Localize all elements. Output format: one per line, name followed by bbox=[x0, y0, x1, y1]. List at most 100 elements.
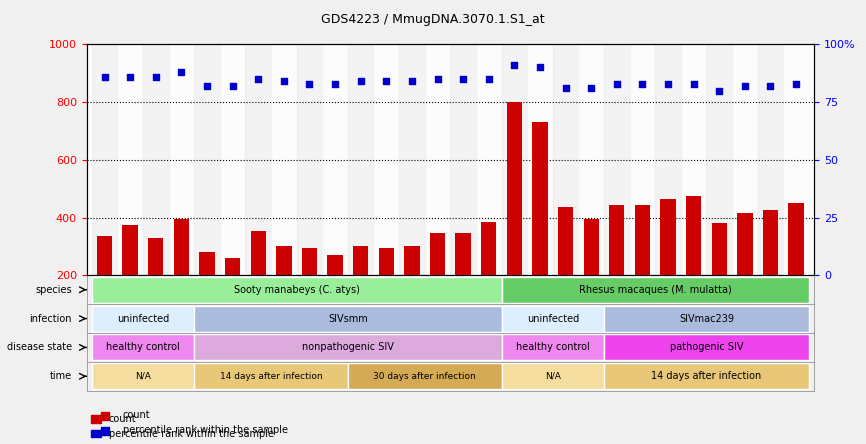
Text: 14 days after infection: 14 days after infection bbox=[651, 371, 761, 381]
Point bbox=[559, 85, 572, 92]
FancyBboxPatch shape bbox=[604, 305, 809, 332]
Bar bbox=[199, 252, 215, 333]
Bar bbox=[327, 255, 343, 333]
Text: 14 days after infection: 14 days after infection bbox=[220, 372, 322, 381]
Text: healthy control: healthy control bbox=[106, 342, 180, 353]
Text: time: time bbox=[50, 371, 72, 381]
Point bbox=[277, 78, 291, 85]
Bar bbox=[276, 246, 292, 333]
Text: pathogenic SIV: pathogenic SIV bbox=[669, 342, 743, 353]
Bar bbox=[456, 234, 471, 333]
Bar bbox=[481, 222, 496, 333]
FancyBboxPatch shape bbox=[92, 334, 194, 361]
Point bbox=[764, 83, 778, 90]
FancyBboxPatch shape bbox=[194, 334, 501, 361]
Bar bbox=[707, 44, 732, 275]
Bar bbox=[712, 223, 727, 333]
Point bbox=[507, 62, 521, 69]
Bar bbox=[501, 44, 527, 275]
Bar bbox=[424, 44, 450, 275]
Bar bbox=[225, 258, 240, 333]
FancyBboxPatch shape bbox=[501, 277, 809, 303]
Bar bbox=[194, 44, 220, 275]
FancyBboxPatch shape bbox=[501, 363, 604, 389]
Bar bbox=[788, 203, 804, 333]
Bar bbox=[220, 44, 245, 275]
Bar bbox=[245, 44, 271, 275]
Point bbox=[226, 83, 240, 90]
Text: GDS4223 / MmugDNA.3070.1.S1_at: GDS4223 / MmugDNA.3070.1.S1_at bbox=[321, 13, 545, 26]
FancyBboxPatch shape bbox=[348, 363, 501, 389]
FancyBboxPatch shape bbox=[194, 363, 348, 389]
Bar bbox=[507, 102, 522, 333]
FancyBboxPatch shape bbox=[92, 305, 194, 332]
Bar bbox=[784, 44, 809, 275]
Text: Sooty manabeys (C. atys): Sooty manabeys (C. atys) bbox=[234, 285, 359, 295]
Text: disease state: disease state bbox=[7, 342, 72, 353]
Bar bbox=[476, 44, 501, 275]
Bar bbox=[732, 44, 758, 275]
Bar bbox=[353, 246, 368, 333]
Point bbox=[149, 73, 163, 80]
Point bbox=[328, 80, 342, 87]
Point bbox=[379, 78, 393, 85]
Bar bbox=[250, 230, 266, 333]
FancyBboxPatch shape bbox=[92, 363, 194, 389]
Point bbox=[585, 85, 598, 92]
Bar bbox=[763, 210, 779, 333]
Bar bbox=[348, 44, 373, 275]
Text: 30 days after infection: 30 days after infection bbox=[373, 372, 476, 381]
Point bbox=[302, 80, 316, 87]
Bar bbox=[681, 44, 707, 275]
Bar bbox=[553, 44, 578, 275]
Point bbox=[353, 78, 367, 85]
Point bbox=[636, 80, 650, 87]
Point bbox=[123, 73, 137, 80]
FancyBboxPatch shape bbox=[604, 334, 809, 361]
Bar bbox=[584, 219, 599, 333]
Point bbox=[174, 68, 188, 75]
Text: N/A: N/A bbox=[135, 372, 151, 381]
Bar bbox=[97, 236, 113, 333]
Text: nonpathogenic SIV: nonpathogenic SIV bbox=[302, 342, 394, 353]
Point bbox=[405, 78, 419, 85]
FancyBboxPatch shape bbox=[501, 334, 604, 361]
Point bbox=[481, 75, 495, 83]
Bar bbox=[117, 44, 143, 275]
Bar bbox=[122, 225, 138, 333]
Point bbox=[456, 75, 470, 83]
Bar bbox=[399, 44, 424, 275]
Text: infection: infection bbox=[29, 313, 72, 324]
Text: uninfected: uninfected bbox=[117, 313, 169, 324]
FancyBboxPatch shape bbox=[194, 305, 501, 332]
Bar bbox=[301, 248, 317, 333]
Text: uninfected: uninfected bbox=[527, 313, 578, 324]
Legend: count, percentile rank within the sample: count, percentile rank within the sample bbox=[92, 414, 274, 439]
Bar bbox=[630, 44, 656, 275]
Point bbox=[713, 87, 727, 94]
Text: SIVsmm: SIVsmm bbox=[328, 313, 368, 324]
Bar bbox=[450, 44, 476, 275]
Bar bbox=[271, 44, 297, 275]
Point bbox=[430, 75, 444, 83]
Bar bbox=[169, 44, 194, 275]
Bar bbox=[656, 44, 681, 275]
Bar bbox=[558, 207, 573, 333]
Bar bbox=[92, 44, 117, 275]
Point bbox=[200, 83, 214, 90]
Bar bbox=[322, 44, 348, 275]
Bar bbox=[578, 44, 604, 275]
Point bbox=[98, 73, 112, 80]
Point bbox=[533, 64, 547, 71]
Point bbox=[789, 80, 803, 87]
FancyBboxPatch shape bbox=[604, 363, 809, 389]
Bar bbox=[148, 238, 164, 333]
Text: healthy control: healthy control bbox=[516, 342, 590, 353]
Legend: count, percentile rank within the sample: count, percentile rank within the sample bbox=[92, 407, 292, 439]
Text: N/A: N/A bbox=[545, 372, 560, 381]
Bar bbox=[737, 213, 753, 333]
Bar bbox=[686, 196, 701, 333]
Bar bbox=[373, 44, 399, 275]
Point bbox=[661, 80, 675, 87]
Bar bbox=[661, 199, 675, 333]
